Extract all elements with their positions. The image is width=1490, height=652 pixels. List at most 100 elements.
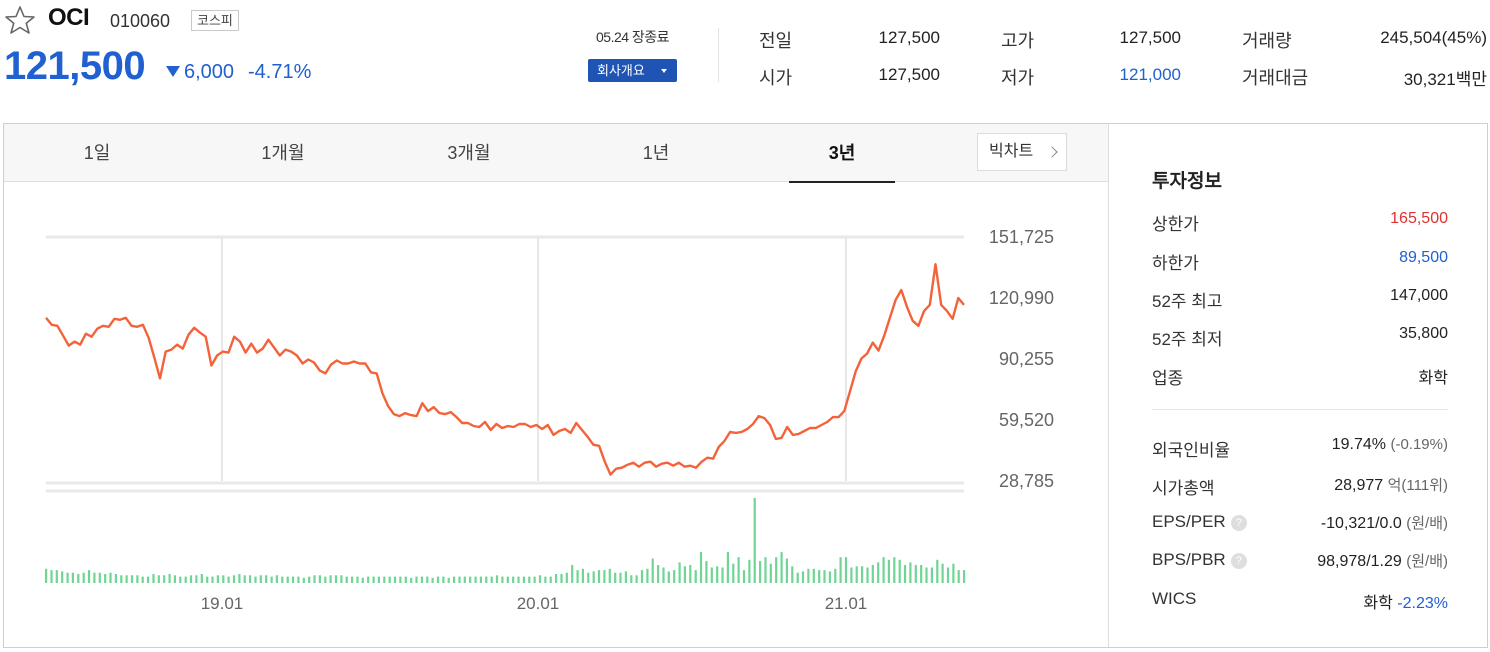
- volume-bar: [501, 576, 504, 583]
- volume-bar: [721, 567, 724, 583]
- volume-bar: [775, 557, 778, 583]
- volume-bar: [372, 576, 375, 583]
- info-row-bps-pbr: BPS/PBR? 98,978/1.29 (원/배): [1152, 550, 1448, 574]
- down-arrow-icon: [166, 66, 180, 77]
- volume-bar: [361, 577, 364, 583]
- volume-bar: [286, 576, 289, 583]
- info-label: WICS: [1152, 589, 1197, 608]
- volume-bar: [216, 575, 219, 583]
- quote-label-low: 저가: [1001, 68, 1035, 88]
- price-change: 6,000: [184, 61, 235, 83]
- volume-bar: [431, 577, 434, 583]
- caret-down-icon: [661, 69, 667, 73]
- info-value: -10,321/0.0 (원/배): [1321, 512, 1448, 533]
- tab-1m[interactable]: 1개월: [261, 143, 305, 163]
- quote-value-volume: 245,504(45%): [1380, 28, 1487, 47]
- volume-bar: [222, 575, 225, 583]
- market-cap-value: 28,977: [1334, 477, 1384, 494]
- volume-bar: [941, 563, 944, 583]
- volume-bar: [823, 570, 826, 583]
- volume-bar: [742, 570, 746, 583]
- volume-bar: [909, 562, 912, 583]
- info-value: 147,000: [1390, 287, 1448, 304]
- info-row-eps-per: EPS/PER? -10,321/0.0 (원/배): [1152, 512, 1448, 536]
- company-overview-button[interactable]: 회사개요: [588, 59, 677, 82]
- volume-bar: [50, 570, 53, 583]
- info-row-sector: 업종 화학: [1152, 364, 1448, 388]
- volume-bar: [522, 576, 525, 583]
- volume-bar: [748, 559, 751, 583]
- wics-value: 화학: [1363, 595, 1393, 612]
- period-tabs: 1일 1개월 3개월 1년 3년 빅차트: [4, 124, 1108, 183]
- volume-bar: [184, 576, 187, 583]
- volume-bar: [608, 568, 611, 583]
- volume-bar: [925, 567, 928, 583]
- y-tick-label: 151,725: [989, 227, 1054, 247]
- tab-1y[interactable]: 1년: [642, 143, 670, 163]
- volume-bar: [249, 575, 252, 583]
- volume-bar: [270, 576, 273, 583]
- info-label: 하한가: [1152, 254, 1199, 273]
- volume-bar: [345, 576, 348, 583]
- volume-bar: [952, 563, 955, 583]
- volume-bar: [630, 575, 633, 583]
- volume-bar: [963, 570, 966, 583]
- info-value: 165,500: [1390, 210, 1448, 227]
- info-row-foreign-ratio: 외국인비율 19.74% (-0.19%): [1152, 436, 1448, 460]
- volume-bar: [87, 570, 91, 583]
- volume-bar: [324, 576, 327, 583]
- volume-bar: [152, 574, 155, 583]
- price-series-line: [45, 263, 965, 476]
- current-price: 121,500: [4, 44, 146, 88]
- volume-bar: [903, 565, 907, 583]
- info-label: 상한가: [1152, 215, 1199, 234]
- volume-bar: [377, 576, 380, 583]
- volume-bar: [474, 576, 477, 583]
- volume-bar: [753, 498, 756, 583]
- favorite-star-icon[interactable]: [4, 5, 36, 35]
- y-tick-label: 90,255: [999, 349, 1054, 369]
- volume-bar: [66, 572, 69, 583]
- volume-bar: [318, 575, 321, 583]
- volume-bar: [447, 577, 450, 583]
- tab-3y[interactable]: 3년: [789, 124, 895, 183]
- volume-bar: [120, 575, 123, 583]
- info-value: 19.74% (-0.19%): [1332, 436, 1448, 454]
- bps-pbr-unit: (원/배): [1406, 553, 1448, 570]
- price-chart: 19.01 20.01 21.01 151,725 120,990 90,255 59,52…: [45, 227, 1054, 613]
- tab-3m[interactable]: 3개월: [447, 143, 491, 163]
- volume-bar: [383, 576, 386, 583]
- volume-bar: [45, 568, 48, 583]
- volume-bar: [571, 565, 574, 583]
- quote-value-high: 127,500: [1119, 28, 1181, 47]
- volume-bar: [490, 576, 493, 583]
- bps-pbr-label: BPS/PBR: [1152, 550, 1226, 569]
- volume-bar: [576, 570, 579, 583]
- volume-bar: [791, 566, 794, 583]
- info-row-lower-limit: 하한가 89,500: [1152, 249, 1448, 273]
- y-tick-label: 120,990: [989, 288, 1054, 308]
- company-overview-label: 회사개요: [597, 63, 645, 78]
- volume-bar: [415, 576, 418, 583]
- help-icon[interactable]: ?: [1230, 553, 1247, 569]
- volume-bar: [485, 576, 488, 583]
- volume-bar: [657, 565, 660, 583]
- volume-bar: [614, 572, 617, 583]
- volume-bar: [930, 567, 933, 583]
- volume-bar: [442, 576, 445, 583]
- volume-bar: [356, 576, 359, 583]
- volume-bar: [436, 576, 440, 583]
- bigchart-button[interactable]: 빅차트: [977, 133, 1067, 171]
- tab-1d[interactable]: 1일: [83, 143, 111, 163]
- info-row-52w-low: 52주 최저 35,800: [1152, 325, 1448, 349]
- price-change-rate: -4.71%: [248, 61, 312, 83]
- volume-bar: [812, 568, 815, 583]
- eps-per-label: EPS/PER: [1152, 512, 1226, 531]
- volume-bar: [265, 575, 268, 583]
- volume-bar: [619, 572, 622, 583]
- quote-label-volume: 거래량: [1242, 31, 1292, 51]
- volume-bar: [737, 557, 740, 583]
- help-icon[interactable]: ?: [1230, 515, 1247, 531]
- volume-bar: [227, 576, 230, 583]
- volume-bar: [764, 557, 767, 583]
